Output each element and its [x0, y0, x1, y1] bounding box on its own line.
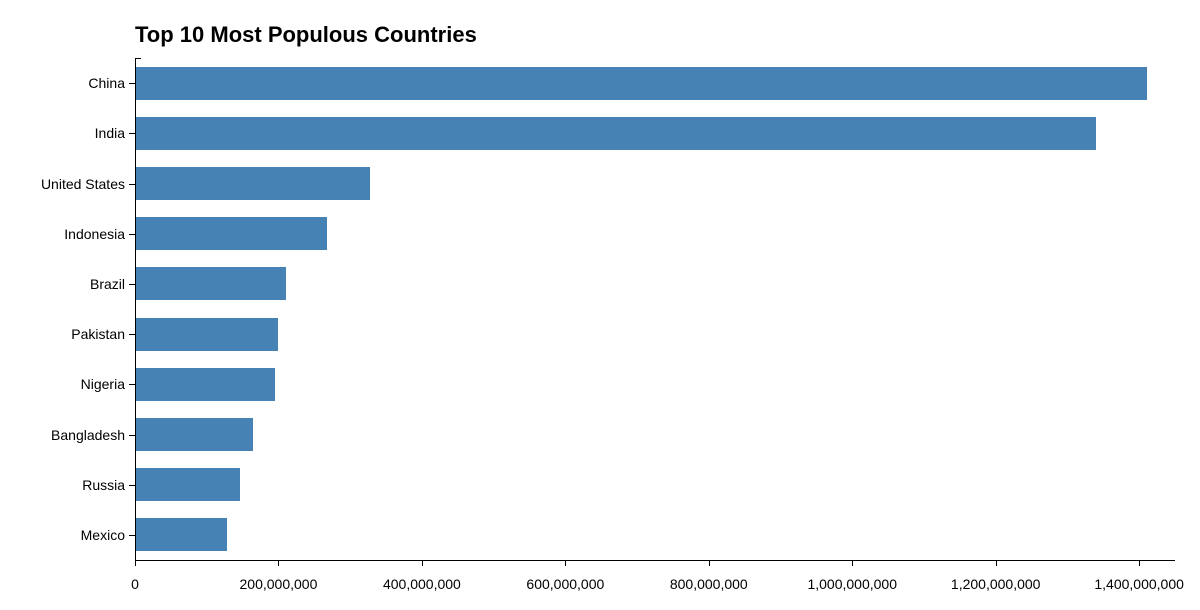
- y-tick-label: Brazil: [90, 276, 125, 292]
- x-tick-label: 1,400,000,000: [1094, 576, 1184, 592]
- x-tick-label: 600,000,000: [526, 576, 604, 592]
- bar: [135, 117, 1096, 150]
- axis-line: [135, 58, 141, 59]
- y-tick-label: Pakistan: [71, 326, 125, 342]
- y-tick-label: China: [88, 75, 125, 91]
- y-tick-label: India: [95, 125, 125, 141]
- bar: [135, 217, 327, 250]
- y-tick-label: Indonesia: [64, 226, 125, 242]
- y-tick-label: Nigeria: [81, 376, 125, 392]
- bar: [135, 67, 1147, 100]
- bar: [135, 418, 253, 451]
- x-tick-label: 0: [131, 576, 139, 592]
- chart-title: Top 10 Most Populous Countries: [135, 22, 477, 48]
- bar: [135, 167, 370, 200]
- y-tick-label: United States: [41, 176, 125, 192]
- bar: [135, 518, 227, 551]
- x-tick-label: 1,200,000,000: [951, 576, 1041, 592]
- y-tick-label: Mexico: [81, 527, 125, 543]
- y-tick-label: Russia: [82, 477, 125, 493]
- x-tick-label: 1,000,000,000: [807, 576, 897, 592]
- x-tick-label: 800,000,000: [670, 576, 748, 592]
- bar: [135, 468, 240, 501]
- population-bar-chart: Top 10 Most Populous Countries China Indi…: [0, 0, 1200, 610]
- plot-area: [135, 58, 1175, 560]
- bar: [135, 318, 278, 351]
- axis-line: [135, 58, 136, 560]
- bar: [135, 368, 275, 401]
- x-tick-label: 400,000,000: [383, 576, 461, 592]
- y-tick-label: Bangladesh: [51, 427, 125, 443]
- bar: [135, 267, 286, 300]
- axis-line: [135, 560, 1175, 561]
- x-tick-label: 200,000,000: [240, 576, 318, 592]
